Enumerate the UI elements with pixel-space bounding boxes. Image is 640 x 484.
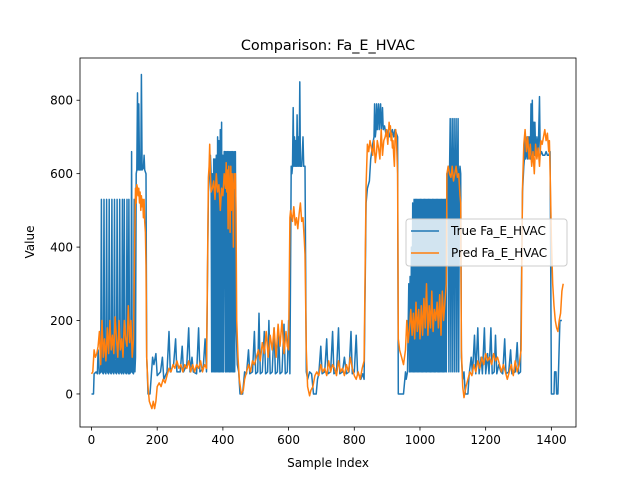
x-axis-label: Sample Index <box>287 456 369 470</box>
x-tick-label: 1000 <box>405 433 436 447</box>
x-tick-label: 0 <box>88 433 96 447</box>
legend-box <box>405 218 568 267</box>
x-tick-label: 800 <box>343 433 366 447</box>
y-tick-label: 400 <box>50 240 73 254</box>
legend: True Fa_E_HVAC Pred Fa_E_HVAC <box>405 218 568 267</box>
y-axis-label: Value <box>23 226 37 259</box>
x-axis: 0 200 400 600 800 1000 1200 1400 <box>88 427 567 447</box>
y-axis: 0 200 400 600 800 <box>50 94 80 401</box>
plot-area <box>79 57 577 428</box>
x-tick-label: 400 <box>211 433 234 447</box>
series-line-pred <box>90 121 564 410</box>
x-tick-label: 1400 <box>536 433 567 447</box>
legend-label-pred: Pred Fa_E_HVAC <box>451 246 547 260</box>
y-tick-label: 0 <box>65 387 73 401</box>
y-tick-label: 600 <box>50 167 73 181</box>
x-tick-label: 600 <box>277 433 300 447</box>
y-tick-label: 800 <box>50 94 73 108</box>
y-tick-label: 200 <box>50 314 73 328</box>
legend-label-true: True Fa_E_HVAC <box>450 224 546 238</box>
axes-frame <box>79 57 577 428</box>
chart-title: Comparison: Fa_E_HVAC <box>241 38 415 54</box>
x-tick-label: 200 <box>146 433 169 447</box>
series-line-true <box>91 73 562 395</box>
x-tick-label: 1200 <box>470 433 501 447</box>
series-layer <box>90 73 564 410</box>
